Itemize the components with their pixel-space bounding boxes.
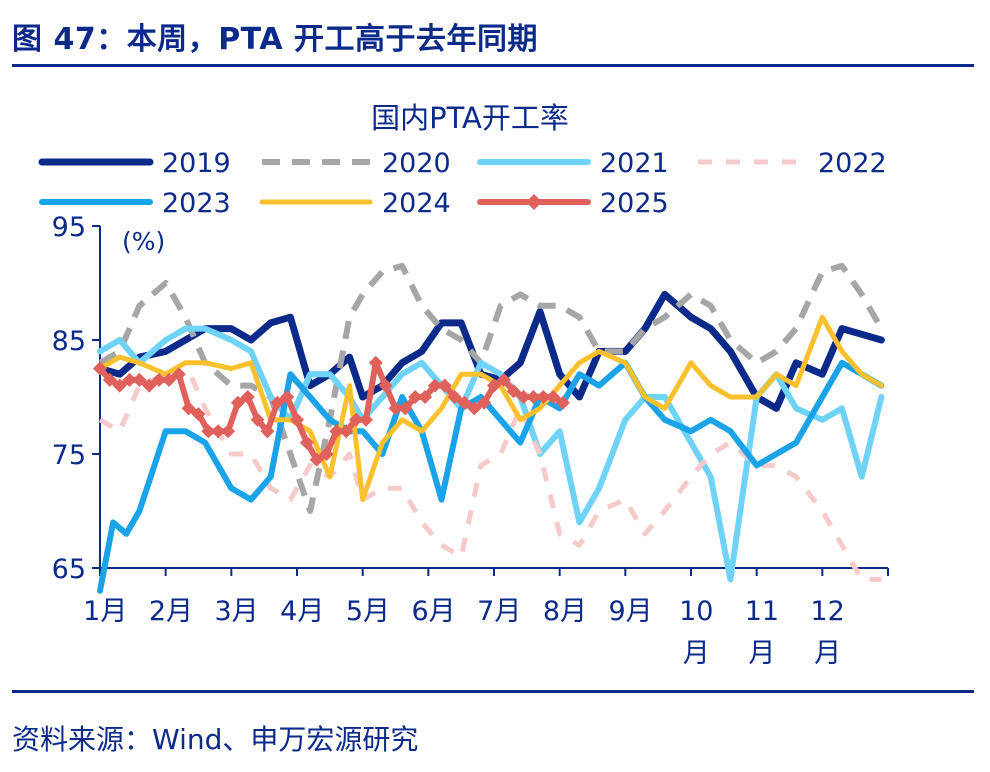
series-point-2025 [211, 424, 226, 439]
series-point-2025 [457, 395, 472, 410]
x-tick-label: 3月 [214, 596, 258, 627]
series-point-2025 [496, 372, 511, 387]
y-tick-label: 75 [52, 440, 86, 471]
legend-label: 2021 [600, 148, 669, 179]
legend-item-2022: 2022 [698, 148, 887, 179]
series-point-2025 [447, 390, 462, 404]
legend-label: 2019 [162, 148, 231, 179]
series-point-2025 [201, 424, 216, 439]
series-point-2025 [112, 378, 127, 393]
x-tick-label: 2月 [149, 596, 193, 627]
series-point-2025 [319, 447, 334, 461]
source-rule [12, 690, 974, 693]
x-tick-label: 5月 [346, 596, 390, 627]
series-point-2025 [181, 401, 196, 416]
source-note: 资料来源：Wind、申万宏源研究 [12, 723, 419, 756]
series-point-2025 [299, 435, 314, 450]
figure-title: 图 47：本周，PTA 开工高于去年同期 [12, 22, 538, 57]
series-point-2025 [260, 424, 275, 439]
series-point-2025 [349, 412, 364, 427]
y-tick-label: 65 [52, 554, 86, 585]
x-tick-label: 10 月 [679, 596, 713, 669]
series-point-2025 [221, 424, 236, 439]
series-point-2025 [250, 412, 265, 427]
x-tick-label: 9月 [608, 596, 652, 627]
series-point-2025 [280, 390, 295, 404]
x-tick-label: 4月 [280, 596, 324, 627]
series-point-2025 [93, 361, 107, 376]
series-point-2025 [398, 401, 413, 416]
x-tick-label: 6月 [411, 596, 455, 627]
legend-item-2019: 2019 [38, 148, 231, 179]
legend-item-2025: 2025 [477, 188, 669, 219]
series-point-2025 [536, 390, 551, 404]
series-point-2025 [270, 395, 285, 410]
series-point-2025 [437, 378, 452, 393]
legend-item-2020: 2020 [262, 148, 451, 179]
series-point-2025 [487, 378, 501, 393]
legend: 2019 2020 2021 2022 2023 2024 2025 [38, 148, 887, 219]
series-point-2025 [555, 395, 570, 410]
series-point-2025 [191, 407, 206, 422]
legend-label: 2022 [818, 148, 887, 179]
series-point-2025 [526, 390, 541, 404]
series-point-2025 [467, 401, 482, 416]
x-tick-label: 1月 [83, 596, 127, 627]
series-point-2025 [309, 452, 324, 467]
series-point-2025 [142, 378, 157, 393]
series-point-2025 [329, 424, 344, 439]
series-point-2025 [152, 372, 167, 387]
y-tick-label: 95 [52, 212, 86, 243]
legend-label: 2025 [600, 188, 669, 219]
legend-item-2021: 2021 [477, 148, 669, 179]
x-tick-label: 7月 [477, 596, 521, 627]
series-point-2025 [339, 424, 354, 439]
chart-title: 国内PTA开工率 [371, 101, 569, 135]
series-point-2025 [132, 372, 147, 387]
y-axis-unit: (%) [122, 227, 165, 256]
series-point-2025 [171, 367, 186, 382]
axes: 65 75 85 95 1月 2月 3月 4月 5月 6月 7月 8月 9月 10 月 11 月 12 月 [52, 212, 889, 669]
legend-item-2024: 2024 [259, 188, 451, 219]
y-tick-label: 85 [52, 326, 86, 357]
series-point-2025 [388, 401, 403, 416]
legend-label: 2023 [162, 188, 231, 219]
title-rule [12, 64, 974, 67]
series-point-2025 [546, 390, 561, 404]
legend-label: 2020 [382, 148, 451, 179]
legend-label: 2024 [382, 188, 451, 219]
series-point-2025 [477, 395, 492, 410]
x-tick-label: 8月 [543, 596, 587, 627]
series-point-2025 [418, 390, 433, 404]
series-point-2025 [290, 412, 304, 427]
series-point-2025 [161, 372, 176, 387]
series-point-2025 [230, 395, 245, 410]
x-tick-label: 11 月 [745, 596, 779, 669]
series-point-2025 [408, 390, 423, 404]
series-point-2025 [506, 384, 521, 399]
series-point-2025 [240, 390, 255, 404]
series-line-2024 [97, 314, 884, 503]
series-point-2025 [516, 390, 531, 404]
series-point-2025 [427, 378, 442, 393]
series-point-2025 [358, 412, 373, 427]
legend-item-2023: 2023 [39, 188, 231, 219]
x-tick-label: 12 月 [810, 596, 844, 669]
series-point-2025 [368, 355, 383, 370]
chart: 国内PTA开工率 2019 2020 2021 2022 2023 2024 2025 65… [38, 101, 889, 669]
legend-marker [526, 194, 542, 210]
series-point-2025 [122, 372, 137, 387]
series-point-2025 [378, 378, 393, 393]
series-point-2025 [102, 372, 117, 387]
series-layer [93, 262, 885, 594]
